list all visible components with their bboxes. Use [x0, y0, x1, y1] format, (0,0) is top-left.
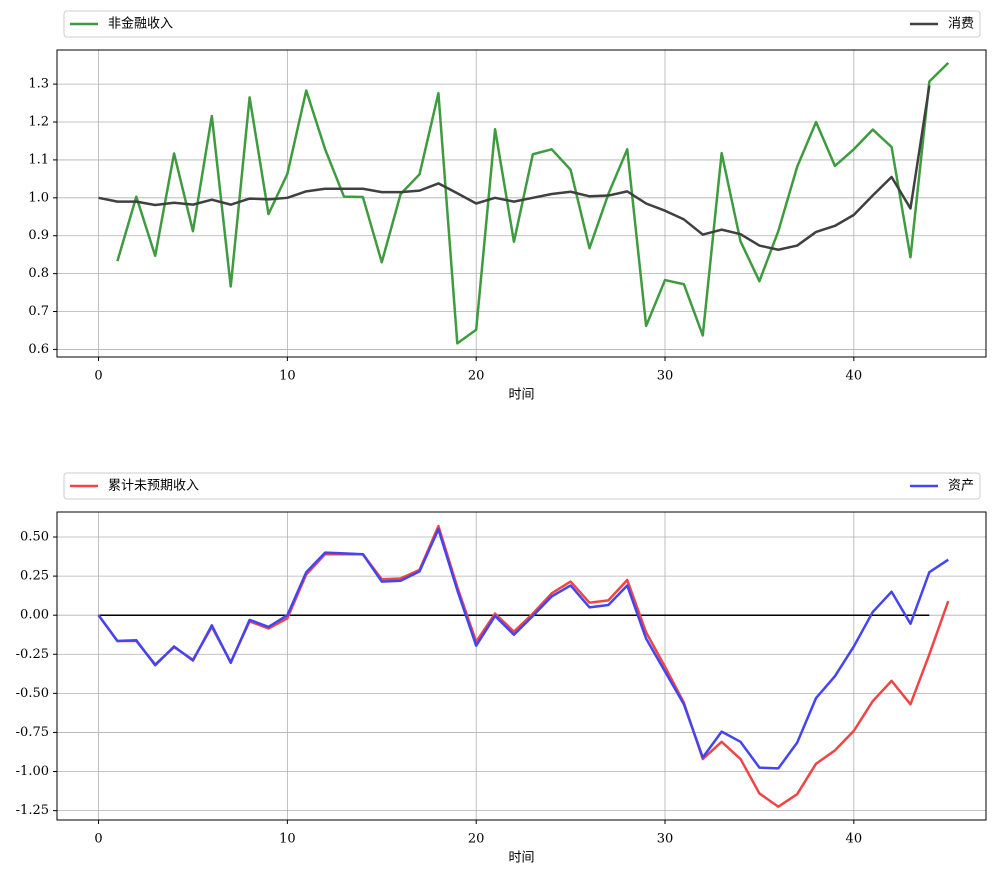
y-tick-label: 1.2 — [28, 115, 49, 130]
x-tick-label: 30 — [657, 369, 674, 384]
x-tick-label: 0 — [94, 832, 102, 847]
y-tick-label: 1.3 — [28, 77, 49, 92]
y-tick-label: -0.50 — [16, 686, 49, 701]
y-tick-label: -1.25 — [16, 803, 49, 818]
y-tick-label: 0.6 — [28, 342, 49, 357]
x-tick-label: 10 — [279, 832, 296, 847]
y-tick-label: -0.25 — [16, 647, 49, 662]
x-tick-label: 20 — [468, 832, 485, 847]
legend-box — [63, 472, 981, 500]
y-tick-label: 1.0 — [28, 190, 49, 205]
x-tick-label: 20 — [468, 369, 485, 384]
legend-box — [63, 10, 981, 38]
data-line — [116, 61, 950, 345]
axes-frame — [56, 511, 987, 821]
y-tick-label: 0.8 — [28, 266, 49, 281]
y-tick-label: 0.9 — [28, 228, 49, 243]
y-tick-label: 1.1 — [28, 152, 49, 167]
x-tick-label: 30 — [657, 832, 674, 847]
y-tick-label: 0.50 — [20, 530, 49, 545]
axes-frame — [56, 49, 987, 358]
x-tick-label: 40 — [846, 369, 863, 384]
x-axis-label: 时间 — [508, 388, 534, 403]
legend-label: 消费 — [948, 17, 974, 32]
y-tick-label: 0.25 — [20, 569, 49, 584]
legend-label: 资产 — [948, 479, 974, 494]
data-line — [97, 527, 949, 770]
x-tick-label: 40 — [846, 832, 863, 847]
x-tick-label: 10 — [279, 369, 296, 384]
data-line — [97, 524, 950, 808]
x-tick-label: 0 — [94, 369, 102, 384]
y-tick-label: -0.75 — [16, 725, 49, 740]
y-tick-label: 0.7 — [28, 304, 49, 319]
y-tick-label: 0.00 — [20, 608, 49, 623]
x-axis-label: 时间 — [508, 851, 534, 866]
legend-label: 累计未预期收入 — [108, 479, 199, 494]
data-line — [98, 85, 931, 251]
y-tick-label: -1.00 — [16, 764, 49, 779]
legend-label: 非金融收入 — [108, 16, 173, 32]
